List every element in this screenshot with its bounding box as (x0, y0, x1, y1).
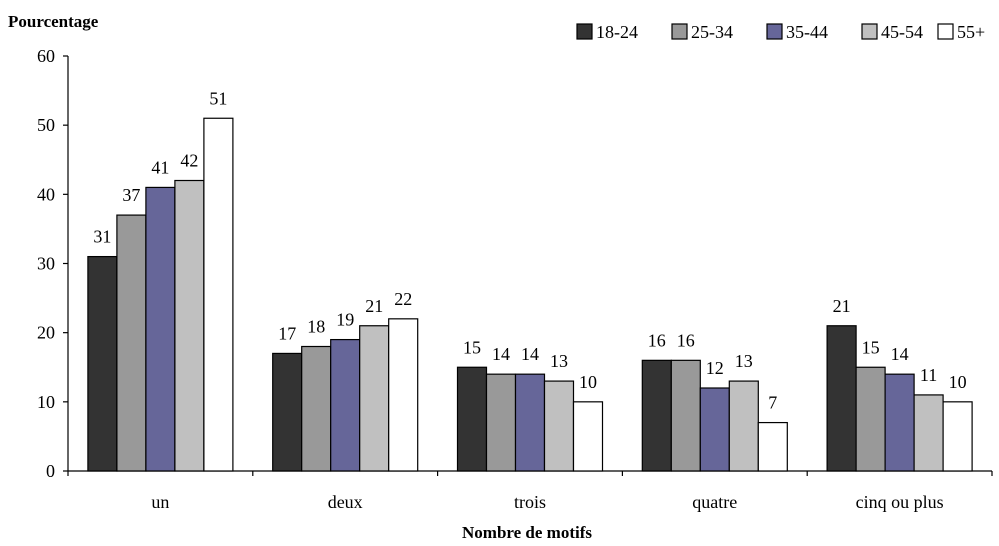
data-label: 21 (365, 296, 383, 316)
data-label: 14 (492, 344, 510, 364)
bar (456, 366, 488, 472)
x-tick-label: quatre (692, 492, 737, 512)
data-label: 13 (735, 351, 753, 371)
bar (388, 318, 419, 472)
data-label: 22 (394, 289, 412, 309)
x-tick-label: trois (514, 492, 546, 512)
x-axis: un deux trois quatre cinq ou plus (67, 470, 993, 512)
x-tick-label: cinq ou plus (856, 492, 944, 512)
bar (514, 373, 546, 472)
data-label: 7 (768, 393, 777, 413)
y-tick-label: 0 (46, 461, 55, 481)
bar (174, 179, 205, 472)
bar (942, 401, 973, 472)
data-label: 17 (278, 323, 296, 343)
bar (543, 380, 575, 472)
data-label: 21 (833, 296, 851, 316)
data-label: 18 (307, 317, 325, 337)
y-tick-label: 30 (37, 254, 55, 274)
legend-label: 45-54 (881, 22, 923, 42)
bar (855, 366, 886, 472)
bar (87, 255, 118, 472)
data-label: 37 (122, 185, 140, 205)
data-label: 10 (579, 372, 597, 392)
y-tick-label: 60 (37, 46, 55, 66)
legend: 18-24 25-34 35-44 45-54 55+ (576, 22, 985, 42)
x-tick-label: deux (328, 492, 363, 512)
data-label: 42 (180, 151, 198, 171)
bar (330, 338, 361, 472)
legend-swatch (671, 23, 688, 40)
data-label: 12 (706, 358, 724, 378)
bar (572, 401, 604, 472)
bar (670, 359, 701, 472)
data-label: 11 (920, 365, 937, 385)
data-label: 19 (336, 310, 354, 330)
bar (116, 214, 147, 472)
legend-label: 18-24 (596, 22, 638, 42)
x-axis-title: Nombre de motifs (462, 523, 592, 542)
legend-swatch (766, 23, 783, 40)
y-tick-label: 20 (37, 323, 55, 343)
legend-swatch (937, 23, 954, 40)
data-label: 15 (463, 337, 481, 357)
y-tick-label: 40 (37, 184, 55, 204)
y-axis-title: Pourcentage (8, 12, 99, 31)
data-label: 14 (891, 344, 909, 364)
bar (641, 359, 672, 472)
bar (272, 352, 303, 472)
legend-swatch (576, 23, 593, 40)
bar (757, 421, 788, 472)
data-label: 31 (93, 227, 111, 247)
bar (728, 380, 759, 472)
data-label: 14 (521, 344, 539, 364)
bar (884, 373, 915, 472)
bar (145, 186, 176, 472)
data-label: 51 (209, 88, 227, 108)
data-label: 13 (550, 351, 568, 371)
legend-label: 55+ (957, 22, 985, 42)
legend-label: 35-44 (786, 22, 828, 42)
legend-swatch (861, 23, 878, 40)
y-tick-label: 50 (37, 115, 55, 135)
bar (203, 117, 234, 472)
y-tick-label: 10 (37, 392, 55, 412)
bar (913, 394, 944, 472)
data-label: 41 (151, 157, 169, 177)
bars (87, 117, 973, 472)
data-label: 15 (862, 337, 880, 357)
x-tick-label: un (151, 492, 169, 512)
bar (359, 325, 390, 472)
data-label: 16 (677, 330, 695, 350)
bar (699, 387, 730, 472)
data-label: 10 (949, 372, 967, 392)
bar (301, 345, 332, 472)
data-label: 16 (648, 330, 666, 350)
y-axis: 0 10 20 30 40 50 60 (37, 46, 69, 481)
data-labels: 31 37 41 42 51 17 18 19 21 22 15 14 14 13 10 16 16 12 13 7 2… (93, 88, 966, 412)
bar (485, 373, 517, 472)
legend-label: 25-34 (691, 22, 733, 42)
bar (826, 325, 857, 472)
